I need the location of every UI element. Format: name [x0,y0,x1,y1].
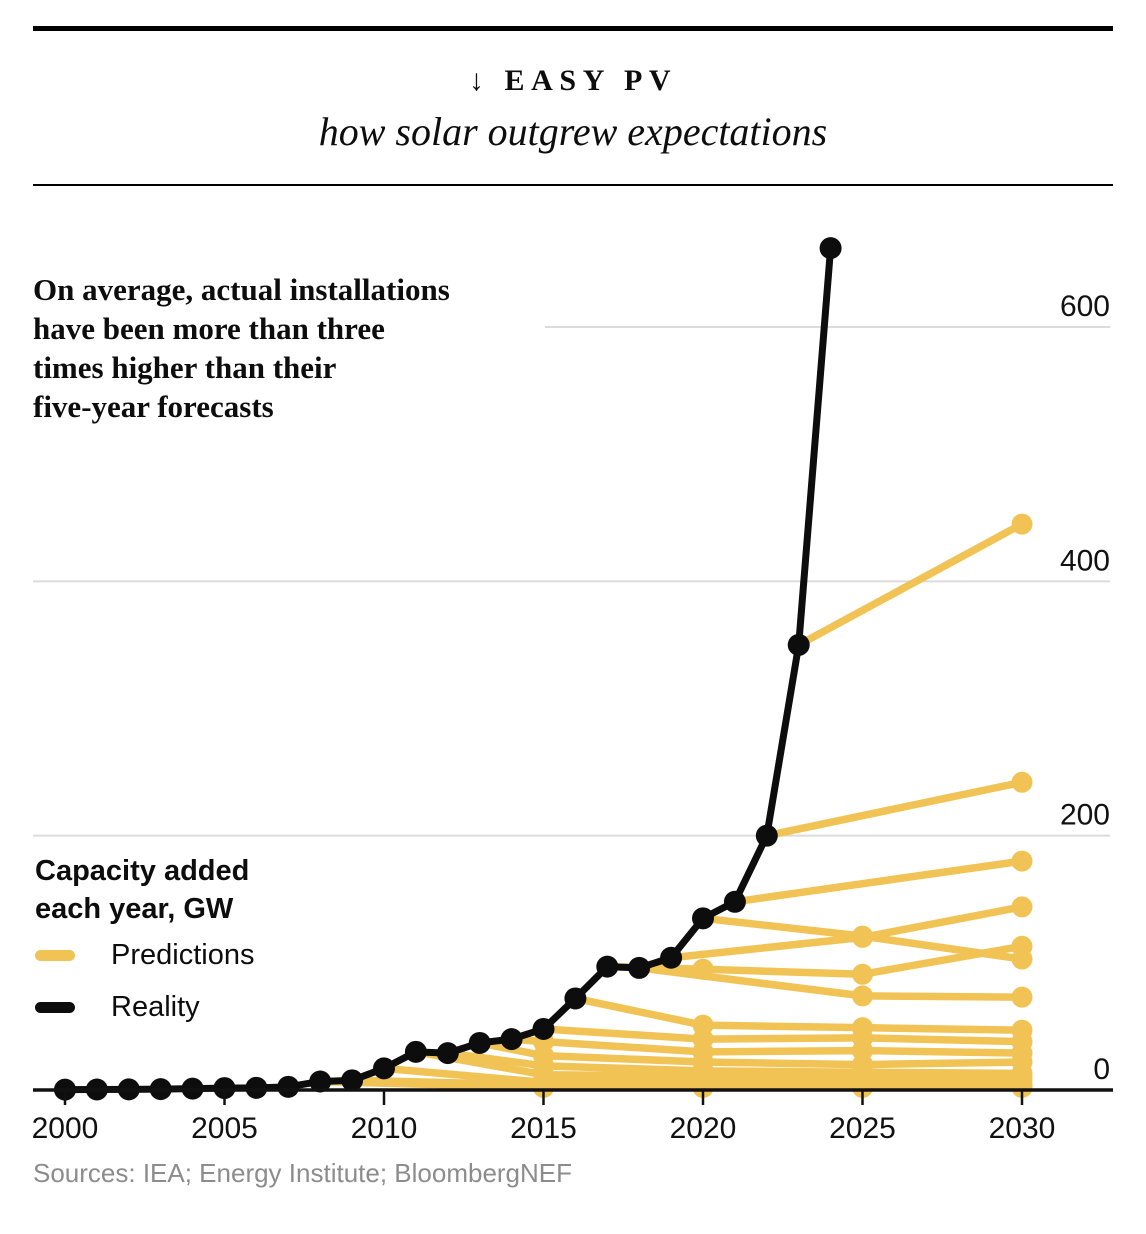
chart-kicker: ↓ EASY PV [468,64,678,97]
x-tick-label-2025: 2025 [829,1112,896,1145]
x-tick-label-2000: 2000 [32,1112,99,1145]
chart-svg: 0 200 400 600 2000 2005 2010 2015 2020 2025 2030 [32,237,1113,1145]
annotation-line: On average, actual installations [33,272,450,307]
reality-swatch-icon [35,1001,75,1013]
annotation-line: times higher than their [33,350,337,385]
annotation-line: have been more than three [33,311,385,346]
y-tick-label-400: 400 [1060,544,1110,577]
legend-item-predictions: Predictions [35,930,254,980]
legend-item-reality: Reality [35,982,254,1032]
chart-title: how solar outgrew expectations [318,109,828,154]
series-prediction-made-2021 [724,850,1033,913]
predictions-swatch-icon [35,949,75,961]
y-tick-label-0: 0 [1093,1053,1110,1086]
chart-legend: Capacity added each year, GW Predictions… [35,852,254,1032]
x-tick-label-2030: 2030 [989,1112,1056,1145]
legend-title-line2: each year, GW [35,893,234,925]
chart-annotation: On average, actual installations have be… [33,270,545,426]
x-tick-label-2005: 2005 [191,1112,258,1145]
x-tick-label-2015: 2015 [510,1112,577,1145]
x-tick-label-2010: 2010 [351,1112,418,1145]
series-prediction-made-2018 [628,957,1033,1008]
y-tick-label-600: 600 [1060,290,1110,323]
x-tick-label-2020: 2020 [670,1112,737,1145]
series-prediction-made-2023 [788,513,1033,656]
legend-label-reality: Reality [111,990,200,1023]
legend-label-predictions: Predictions [111,938,255,971]
sources-note: Sources: IEA; Energy Institute; Bloomber… [33,1158,573,1188]
legend-title-line1: Capacity added [35,855,250,887]
y-tick-label-200: 200 [1060,799,1110,832]
series-prediction-made-2008 [309,1070,1033,1098]
top-rule [33,26,1113,31]
header-divider [33,184,1113,186]
annotation-line: five-year forecasts [33,389,274,424]
